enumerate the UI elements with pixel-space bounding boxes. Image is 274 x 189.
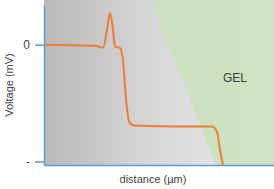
- background: [44, 0, 274, 165]
- y-axis: 0-: [23, 6, 44, 169]
- chart: 0-GELVoltage (mV)distance (µm): [0, 0, 274, 189]
- y-tick-mark: [35, 161, 44, 163]
- x-axis: [45, 165, 274, 166]
- y-tick-label: -: [26, 155, 30, 169]
- y-tick: -: [26, 155, 44, 169]
- y-tick-label: 0: [23, 38, 30, 52]
- x-axis-line: [45, 165, 274, 167]
- x-axis-title: distance (µm): [120, 173, 187, 185]
- lines: [44, 13, 223, 165]
- plot: 0-GEL: [23, 0, 274, 169]
- y-axis-line: [44, 6, 46, 166]
- y-tick: 0: [23, 38, 44, 52]
- y-tick-mark: [35, 44, 44, 46]
- y-axis-title: Voltage (mV): [3, 53, 15, 117]
- annotation: GEL: [223, 71, 247, 85]
- voltage-line: [44, 13, 223, 165]
- gel-region: [150, 0, 274, 165]
